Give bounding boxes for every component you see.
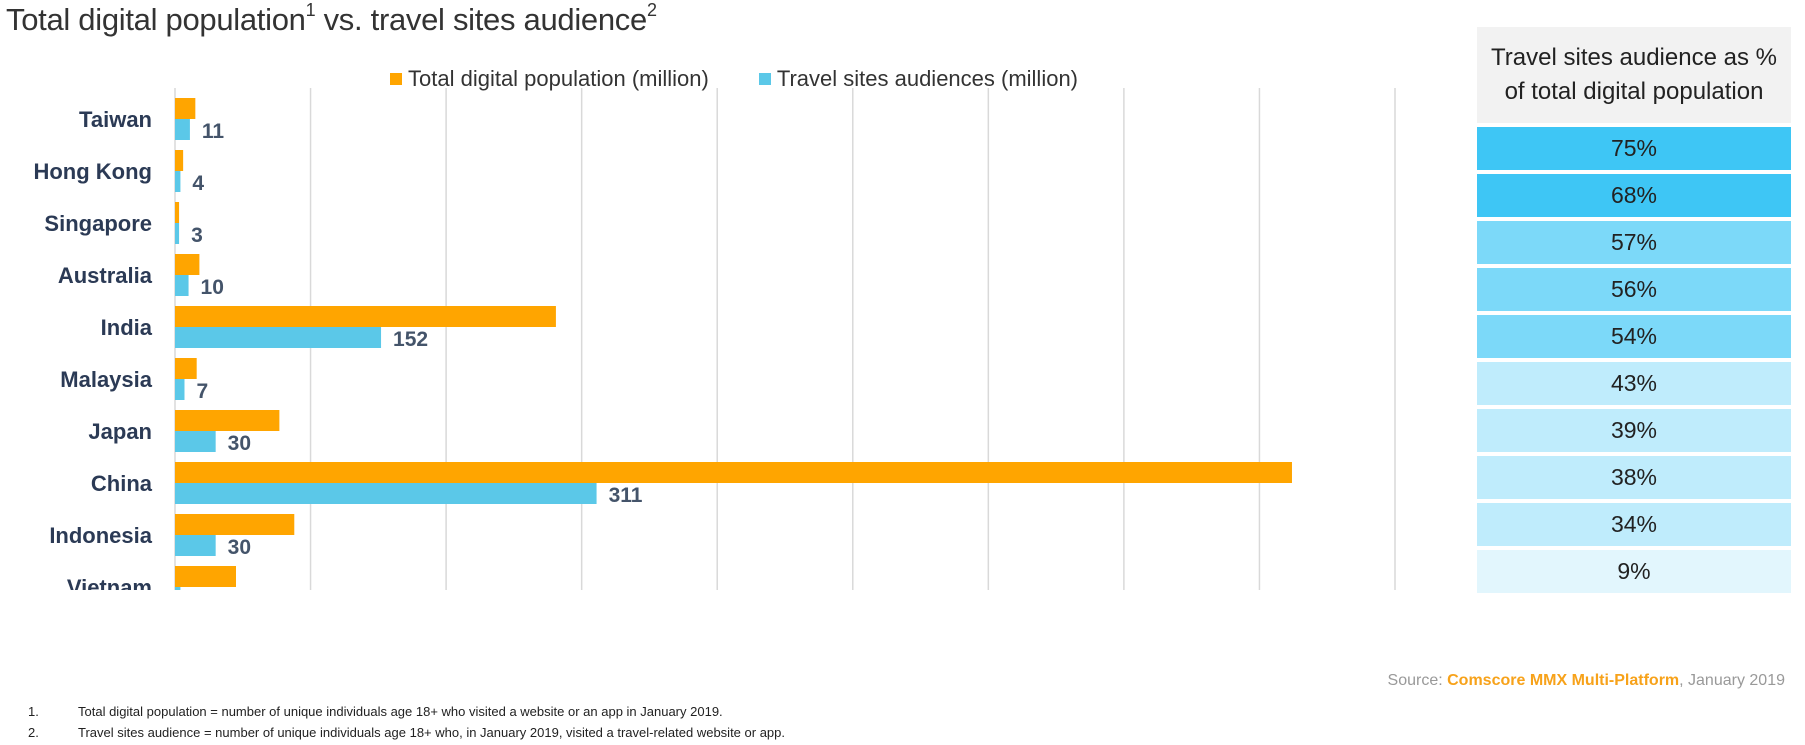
percentage-cell: 75%: [1477, 127, 1791, 170]
bar-travel: [175, 275, 189, 296]
percentage-cell: 68%: [1477, 174, 1791, 217]
category-label: Hong Kong: [33, 159, 152, 184]
category-label: India: [101, 315, 153, 340]
title-footnote-2: 2: [646, 0, 657, 20]
legend-label-travel: Travel sites audiences (million): [776, 66, 1079, 91]
percentage-cell: 9%: [1477, 550, 1791, 593]
title-footnote-1: 1: [305, 0, 316, 20]
percentage-cell: 38%: [1477, 456, 1791, 499]
percentage-table: Travel sites audience as % of total digi…: [1477, 27, 1791, 593]
source-suffix: , January 2019: [1679, 672, 1785, 689]
category-label: China: [91, 471, 153, 496]
bar-travel: [175, 483, 597, 504]
bar-travel: [175, 431, 216, 452]
bar-data-label: 30: [228, 432, 251, 455]
title-main: Total digital population: [6, 2, 306, 37]
title-mid: vs. travel sites audience: [315, 2, 648, 37]
footnote-number: 2.: [28, 725, 39, 740]
bar-chart: 0100200300400500600700800900Taiwan11Hong…: [33, 88, 1396, 590]
footnote-text: Total digital population = number of uni…: [78, 704, 723, 719]
bar-travel: [175, 587, 181, 590]
percentage-cell: 34%: [1477, 503, 1791, 546]
bar-total: [175, 254, 200, 275]
source-note: Source: Comscore MMX Multi-Platform, Jan…: [1388, 672, 1785, 690]
source-brand: Comscore MMX Multi-Platform: [1447, 672, 1680, 689]
category-label: Australia: [58, 263, 153, 288]
bar-travel: [175, 327, 382, 348]
bar-travel: [175, 171, 181, 192]
percentage-cell: 56%: [1477, 268, 1791, 311]
legend-item-travel: Travel sites audiences (million): [758, 66, 1079, 92]
footnote-1: 1. Total digital population = number of …: [28, 701, 785, 722]
bar-data-label: 7: [196, 380, 208, 403]
bar-data-label: 30: [228, 536, 251, 559]
category-label: Taiwan: [79, 107, 152, 132]
bar-travel: [175, 535, 216, 556]
bar-data-label: 10: [201, 276, 224, 299]
bar-data-label: 152: [393, 328, 428, 351]
bar-total: [175, 150, 184, 171]
bar-travel: [175, 379, 185, 400]
category-label: Vietnam: [67, 575, 152, 590]
footnote-2: 2. Travel sites audience = number of uni…: [28, 722, 785, 743]
bar-total: [175, 462, 1292, 483]
percentage-table-body: 75% 68% 57% 56% 54% 43% 39% 38% 34% 9%: [1477, 127, 1791, 593]
bar-total: [175, 358, 197, 379]
category-label: Singapore: [44, 211, 152, 236]
legend-label-total: Total digital population (million): [408, 66, 709, 91]
bar-total: [175, 410, 280, 431]
percentage-cell: 54%: [1477, 315, 1791, 358]
legend-swatch-total: [390, 73, 402, 85]
bar-data-label: 4: [192, 172, 204, 195]
bar-travel: [175, 223, 180, 244]
bar-total: [175, 202, 180, 223]
legend-item-total: Total digital population (million): [390, 66, 709, 92]
chart-title: Total digital population1 vs. travel sit…: [6, 0, 657, 38]
footnotes: 1. Total digital population = number of …: [28, 701, 785, 743]
source-prefix: Source:: [1387, 672, 1448, 689]
chart-legend: Total digital population (million) Trave…: [390, 66, 1078, 92]
bar-data-label: 311: [609, 484, 643, 507]
bar-total: [175, 566, 236, 587]
bar-total: [175, 98, 196, 119]
footnote-number: 1.: [28, 704, 39, 719]
bar-data-label: 3: [191, 224, 203, 247]
bar-total: [175, 306, 556, 327]
percentage-cell: 39%: [1477, 409, 1791, 452]
legend-swatch-travel: [758, 73, 771, 85]
bar-total: [175, 514, 295, 535]
category-label: Indonesia: [49, 523, 152, 548]
category-label: Japan: [88, 419, 152, 444]
bar-data-label: 4: [192, 588, 204, 590]
bar-data-label: 11: [202, 120, 225, 143]
percentage-table-header: Travel sites audience as % of total digi…: [1477, 27, 1791, 123]
category-label: Malaysia: [60, 367, 152, 392]
percentage-cell: 43%: [1477, 362, 1791, 405]
percentage-cell: 57%: [1477, 221, 1791, 264]
footnote-text: Travel sites audience = number of unique…: [78, 725, 785, 740]
bar-travel: [175, 119, 190, 140]
